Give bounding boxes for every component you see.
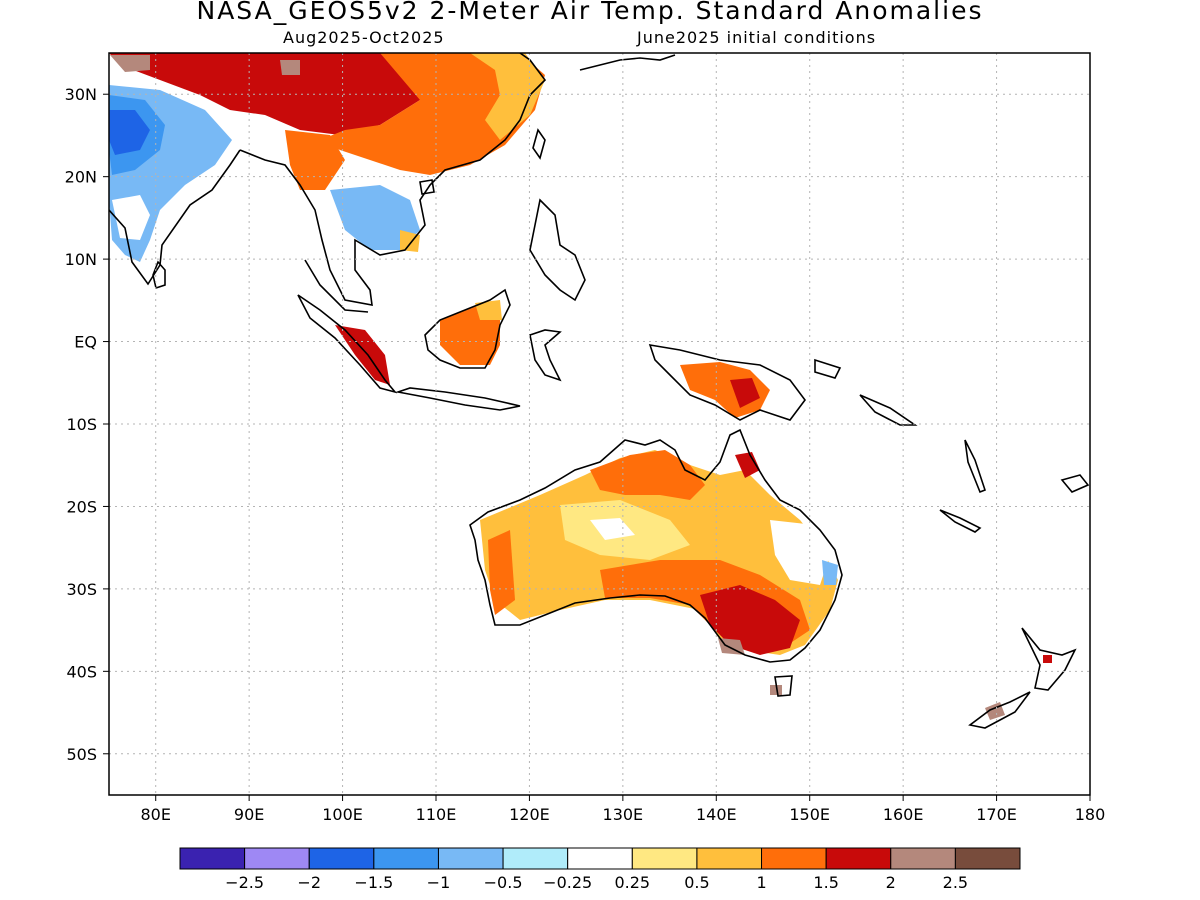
borneo-anomaly-north — [475, 300, 502, 320]
lat-tick-label: 30S — [66, 580, 97, 599]
sumatra-anomaly — [335, 325, 390, 385]
lon-tick-label: 160E — [883, 805, 924, 824]
lon-tick-label: 110E — [416, 805, 457, 824]
japan-coastline — [579, 54, 676, 71]
lon-tick-label: 120E — [509, 805, 550, 824]
new-zealand-south-coastline — [968, 691, 1031, 729]
tasmania-coastline — [774, 675, 793, 697]
china-coast-anomaly — [470, 53, 545, 140]
india-cold-core-inner — [109, 110, 150, 155]
colorbar-label: 1 — [756, 873, 766, 892]
australia-north-warm — [590, 450, 705, 500]
lat-tick-label: 30N — [65, 85, 97, 104]
axis-ticks: 80E 90E 100E 110E 120E 130E 140E 150E 160E 170E 18… — [65, 85, 1106, 824]
new-zealand-north-anomaly — [1043, 655, 1052, 663]
indochina-warm — [285, 130, 345, 190]
malay-peninsula-coastline — [304, 259, 369, 313]
australia-coastline — [469, 428, 843, 663]
colorbar-label: 2 — [886, 873, 896, 892]
colorbar-swatch — [631, 847, 698, 870]
sulawesi-coastline — [529, 329, 562, 382]
lon-tick-label: 180 — [1075, 805, 1106, 824]
new-britain-coastline — [814, 358, 842, 379]
lon-tick-label: 80E — [140, 805, 170, 824]
colorbar-swatch — [502, 847, 569, 870]
australia-east-neutral — [770, 520, 830, 585]
philippines-coastline — [529, 198, 586, 302]
colorbar-label: −0.25 — [543, 873, 592, 892]
colorbar-swatch — [954, 847, 1021, 870]
lon-tick-label: 170E — [976, 805, 1017, 824]
colorbar-label: 1.5 — [813, 873, 838, 892]
solomon-islands-coastline — [859, 394, 918, 426]
lon-tick-label: 100E — [322, 805, 363, 824]
sri-lanka-coastline — [152, 260, 166, 290]
colorbar-label: 0.5 — [684, 873, 709, 892]
lon-tick-label: 150E — [789, 805, 830, 824]
newguinea-core — [730, 378, 760, 408]
lon-tick-label: 140E — [696, 805, 737, 824]
australia-interior-neutral — [590, 518, 635, 540]
himalaya-brown-patch — [110, 55, 150, 72]
vanuatu-coastline — [964, 439, 986, 494]
colorbar-label: 0.25 — [614, 873, 650, 892]
colorbar-swatch — [373, 847, 439, 870]
cape-york-hot — [735, 452, 760, 478]
colorbar-swatch — [696, 847, 763, 870]
new-caledonia-coastline — [939, 509, 982, 533]
taiwan-coastline — [532, 128, 546, 160]
lon-tick-label: 90E — [234, 805, 264, 824]
initial-conditions: June2025 initial conditions — [637, 28, 877, 47]
lat-tick-label: 10S — [66, 415, 97, 434]
australia-west-warm — [488, 530, 515, 615]
map-title: NASA_GEOS5v2 2-Meter Air Temp. Standard … — [196, 0, 984, 25]
lon-tick-label: 130E — [603, 805, 644, 824]
himalaya-brown-patch-2 — [280, 60, 300, 75]
hainan-coastline — [419, 179, 435, 195]
anomaly-fill-layer — [109, 53, 1052, 720]
lat-tick-label: 20S — [66, 497, 97, 516]
china-anomaly-region — [320, 53, 545, 175]
colorbar-label: −2 — [297, 873, 321, 892]
java-coastline — [394, 387, 521, 411]
indochina-warm-south — [400, 230, 420, 252]
colorbar-swatch — [825, 847, 892, 870]
lat-tick-label: 50S — [66, 745, 97, 764]
lat-tick-label: 20N — [65, 168, 97, 187]
india-coastline — [109, 149, 241, 286]
southeast-asia-coastline — [239, 53, 547, 306]
forecast-period: Aug2025-Oct2025 — [283, 28, 445, 47]
colorbar-swatch — [179, 847, 246, 870]
fiji-coastline — [1060, 474, 1090, 493]
colorbar-swatch — [890, 847, 956, 870]
colorbar-swatch — [567, 847, 633, 870]
map-gridlines — [109, 53, 1090, 795]
colorbar-label: −1 — [427, 873, 451, 892]
india-southwest-neutral — [112, 195, 150, 240]
colorbar-label: −0.5 — [484, 873, 523, 892]
coastline-layer — [109, 53, 1090, 729]
new-guinea-coastline — [648, 343, 806, 421]
colorbar-label: 2.5 — [943, 873, 968, 892]
borneo-coastline — [424, 288, 511, 369]
lat-tick-label: 10N — [65, 250, 97, 269]
tibet-anomaly-region — [109, 53, 450, 135]
australia-southeast-hot — [700, 585, 800, 655]
colorbar-label: −2.5 — [225, 873, 264, 892]
indochina-cold — [330, 185, 420, 250]
colorbar-swatch — [244, 847, 310, 870]
australia-east-cold — [822, 560, 838, 585]
colorbar: −2.5 −2 −1.5 −1 −0.5 −0.25 0.25 0.5 1 1.5 2 2.5 — [179, 847, 1021, 892]
colorbar-swatch — [437, 847, 504, 870]
lat-tick-label: EQ — [74, 333, 97, 352]
new-zealand-north-coastline — [1021, 627, 1077, 691]
colorbar-label: −1.5 — [354, 873, 393, 892]
colorbar-swatch — [308, 847, 375, 870]
map-frame — [108, 52, 1091, 796]
colorbar-swatch — [761, 847, 827, 870]
sumatra-coastline — [297, 294, 398, 394]
tasmania-brown — [770, 685, 782, 695]
lat-tick-label: 40S — [66, 662, 97, 681]
